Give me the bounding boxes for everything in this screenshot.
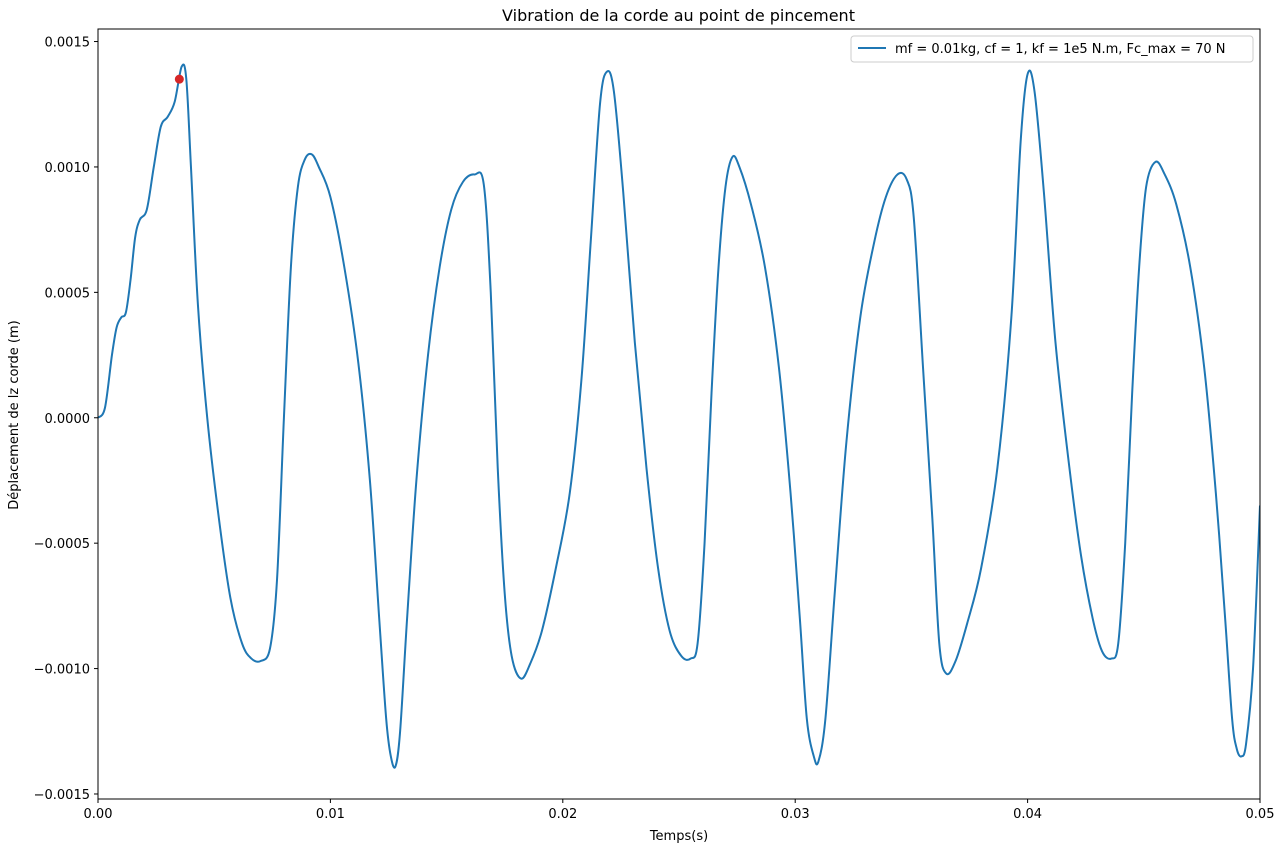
x-tick-label: 0.00 [84,807,113,822]
x-tick-label: 0.04 [1013,807,1042,822]
y-tick-label: 0.0000 [45,412,91,427]
x-tick-label: 0.02 [548,807,577,822]
marker-layer [174,74,184,84]
x-tick-label: 0.01 [316,807,345,822]
plot-area: 0.00 0.01 0.02 0.03 0.04 0.05 0.00150.00100.0… [34,28,1275,822]
y-tick-label: −0.0015 [34,788,90,803]
y-tick-label: −0.0005 [34,537,90,552]
legend: mf = 0.01kg, cf = 1, kf = 1e5 N.m, Fc_ma… [850,35,1254,63]
x-tick-label: 0.03 [781,807,810,822]
pluck-point-marker [174,74,184,84]
y-tick-label: −0.0010 [34,663,90,678]
x-axis-label: Temps(s) [649,829,708,844]
series-layer [98,63,1260,769]
plot-frame [97,28,1261,800]
y-axis-ticks: 0.0015 0.0010 0.0005 0.0000 −0.0005 −0.0010 −0… [34,36,98,803]
y-tick-label: 0.0010 [45,161,91,176]
y-tick-label: 0.0015 [45,36,91,51]
chart-title: Vibration de la corde au point de pincem… [502,6,855,25]
legend-label: mf = 0.01kg, cf = 1, kf = 1e5 N.m, Fc_ma… [895,42,1226,57]
y-tick-label: 0.0005 [45,286,91,301]
series-line-0 [98,63,1260,769]
x-axis-ticks: 0.00 0.01 0.02 0.03 0.04 0.05 [84,799,1275,822]
legend-box [850,35,1254,63]
x-tick-label: 0.05 [1246,807,1275,822]
y-axis-label: Déplacement de lz corde (m) [7,320,22,509]
